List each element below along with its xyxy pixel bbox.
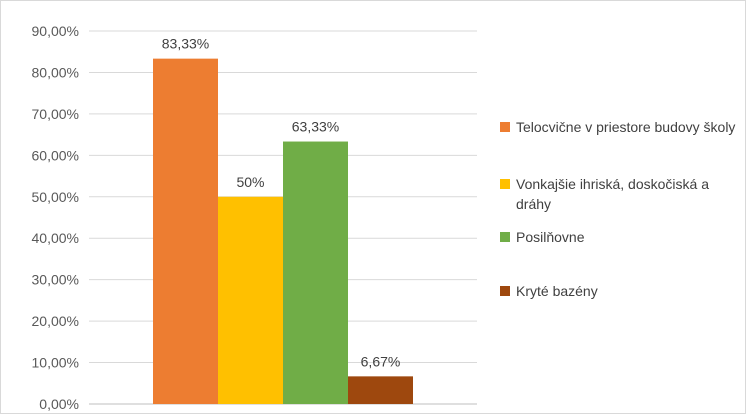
- y-tick-label: 10,00%: [32, 355, 79, 371]
- legend-label-telocvicne: Telocvične v priestore budovy školy: [516, 119, 736, 135]
- legend-label-kryte-bazeny: Kryté bazény: [516, 283, 598, 299]
- y-tick-label: 0,00%: [39, 396, 79, 412]
- y-tick-label: 40,00%: [32, 230, 79, 246]
- legend-swatch-kryte-bazeny: [500, 286, 510, 296]
- legend-label-posilnovne: Posilňovne: [516, 229, 585, 245]
- legend-item-telocvicne: Telocvične v priestore budovy školy: [500, 117, 740, 157]
- y-tick-label: 80,00%: [32, 64, 79, 80]
- y-tick-label: 60,00%: [32, 147, 79, 163]
- bar-posilnovne: [283, 141, 348, 404]
- data-label: 6,67%: [361, 353, 401, 369]
- y-tick-label: 30,00%: [32, 272, 79, 288]
- legend-swatch-telocvicne: [500, 122, 510, 132]
- bar-telocvicne: [153, 58, 218, 405]
- y-tick-label: 50,00%: [32, 189, 79, 205]
- legend-item-posilnovne: Posilňovne: [500, 227, 740, 247]
- legend-item-vonkajsie: Vonkajšie ihriská, doskočiská a dráhy: [500, 174, 740, 214]
- data-label: 83,33%: [162, 36, 209, 52]
- bar-vonkajsie: [218, 196, 283, 404]
- data-label: 50%: [236, 174, 264, 190]
- legend-swatch-posilnovne: [500, 232, 510, 242]
- y-tick-label: 20,00%: [32, 313, 79, 329]
- bar-kryte-bazeny: [348, 376, 413, 404]
- legend-item-kryte-bazeny: Kryté bazény: [500, 281, 740, 301]
- legend-swatch-vonkajsie: [500, 179, 510, 189]
- legend-label-vonkajsie: Vonkajšie ihriská, doskočiská a dráhy: [516, 176, 709, 212]
- y-tick-label: 70,00%: [32, 106, 79, 122]
- legend: Telocvične v priestore budovy školy Vonk…: [500, 117, 740, 301]
- data-label: 63,33%: [292, 119, 339, 135]
- y-tick-label: 90,00%: [32, 23, 79, 39]
